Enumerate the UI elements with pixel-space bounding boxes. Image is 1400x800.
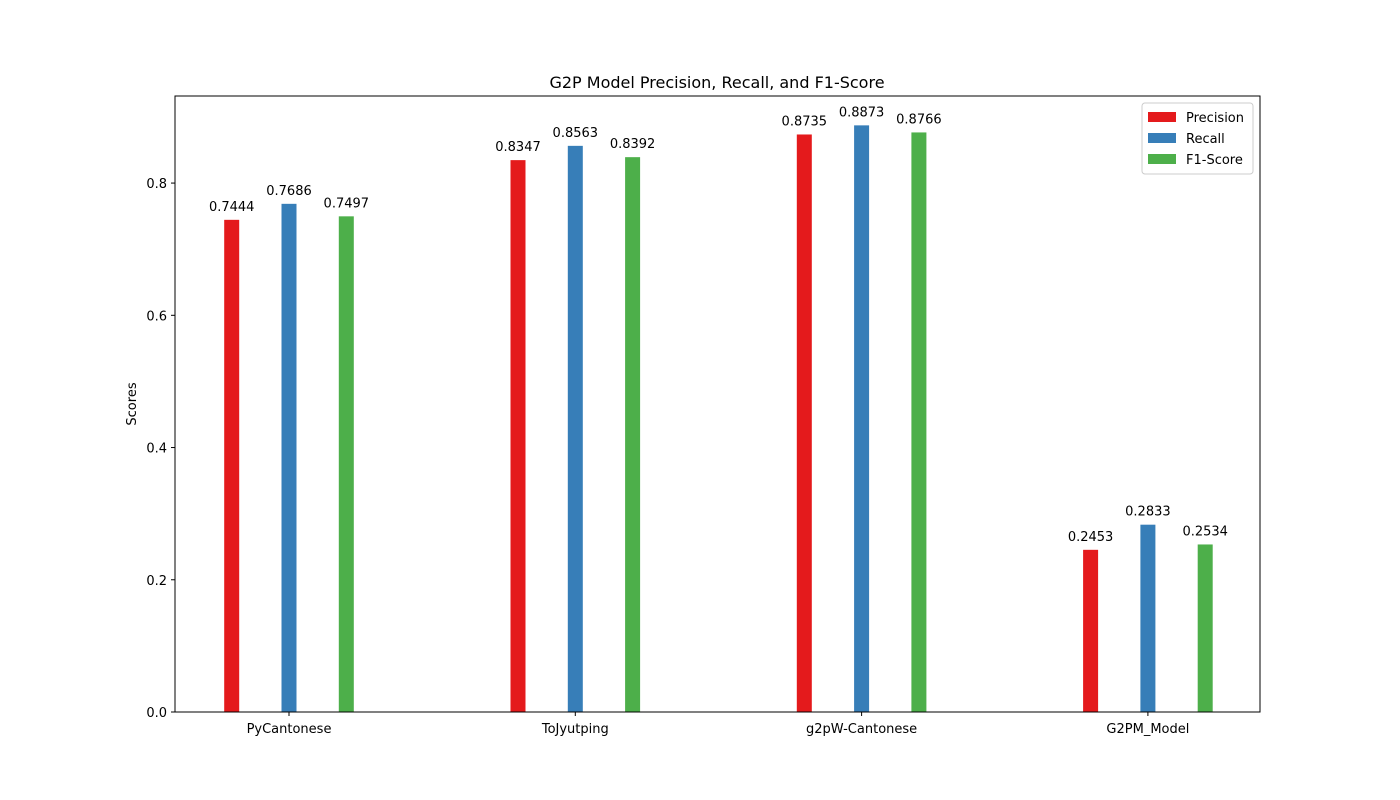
y-tick-label: 0.6 [146, 309, 167, 324]
data-label: 0.2833 [1125, 505, 1171, 520]
data-label: 0.8392 [610, 137, 656, 152]
y-axis-label: Scores [125, 382, 140, 425]
x-tick-label: ToJyutping [541, 722, 609, 737]
bar-precision-1 [510, 160, 526, 712]
legend-label: Recall [1186, 132, 1225, 147]
x-tick-label: G2PM_Model [1106, 722, 1189, 737]
bar-recall-3 [1140, 524, 1156, 712]
bar-recall-2 [854, 125, 870, 713]
data-label: 0.8735 [782, 114, 828, 129]
data-label: 0.2453 [1068, 530, 1114, 545]
x-tick-label: PyCantonese [247, 722, 332, 737]
legend-swatch [1148, 154, 1176, 164]
data-label: 0.7444 [209, 200, 255, 215]
data-label: 0.2534 [1182, 524, 1228, 539]
bar-f1-score-0 [338, 216, 354, 712]
bar-recall-1 [567, 145, 583, 713]
y-tick-label: 0.8 [146, 177, 167, 192]
bar-precision-3 [1083, 549, 1099, 712]
legend: Precision Recall F1-Score [1141, 102, 1254, 175]
chart-title: G2P Model Precision, Recall, and F1-Scor… [549, 73, 884, 92]
plot-area: 0.7444 0.8347 0.8735 0.2453 0.7686 0.8563 0.88… [146, 95, 1261, 737]
legend-swatch [1148, 133, 1176, 143]
y-tick-label: 0.4 [146, 442, 167, 457]
bar-f1-score-1 [625, 157, 641, 712]
data-label: 0.8347 [495, 140, 541, 155]
x-tick-label: g2pW-Cantonese [806, 722, 917, 737]
data-label: 0.8766 [896, 112, 942, 127]
data-label: 0.8873 [839, 105, 885, 120]
bar-precision-0 [224, 219, 240, 712]
plot-frame [174, 95, 1261, 713]
bar-recall-0 [281, 203, 297, 712]
data-label: 0.7686 [266, 184, 312, 199]
legend-label: Precision [1186, 111, 1244, 126]
bar-precision-2 [796, 134, 812, 713]
y-tick-label: 0.2 [146, 574, 167, 589]
data-label: 0.7497 [324, 196, 370, 211]
bar-f1-score-3 [1197, 544, 1213, 712]
legend-label: F1-Score [1186, 153, 1243, 168]
y-tick-label: 0.0 [146, 706, 167, 721]
legend-swatch [1148, 112, 1176, 122]
bar-f1-score-2 [911, 132, 927, 712]
data-label: 0.8563 [553, 126, 599, 141]
